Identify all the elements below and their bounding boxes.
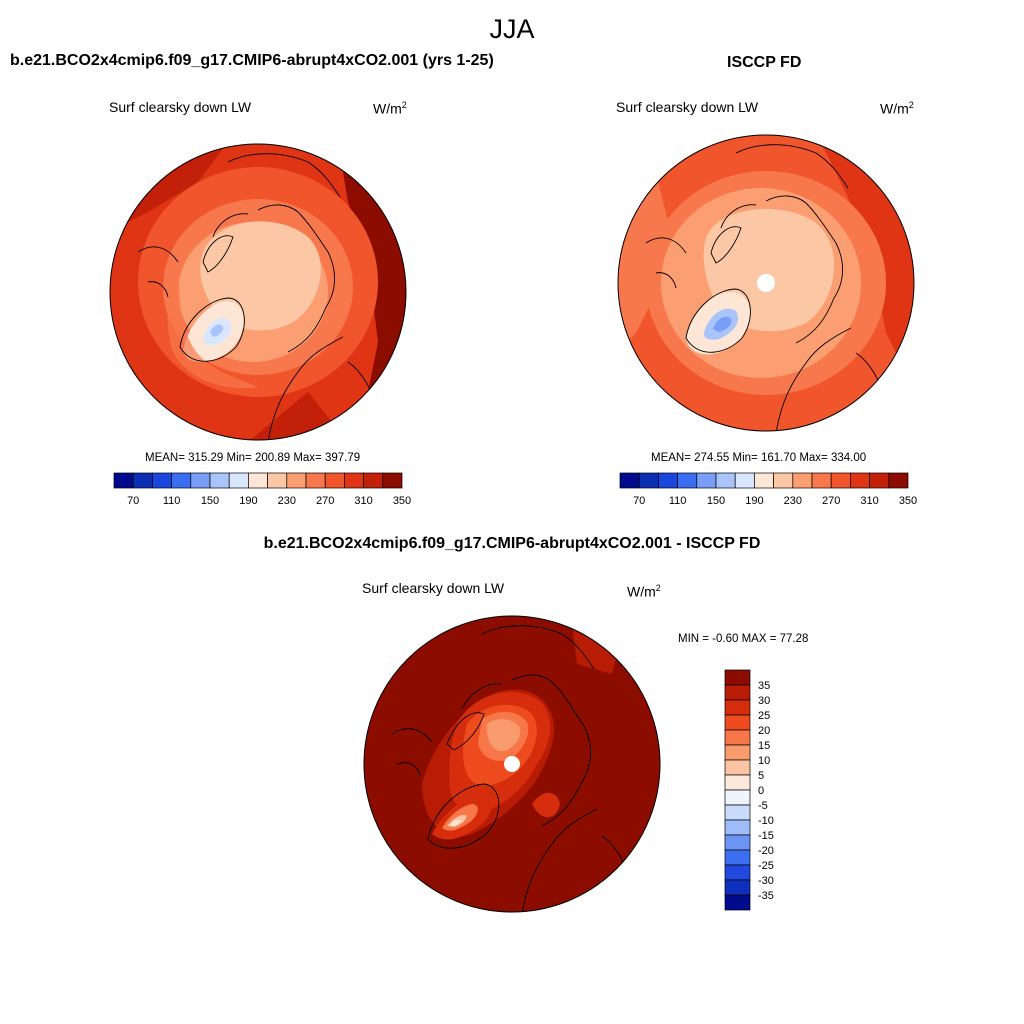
diff-colorbar-tick-label: -30: [758, 875, 774, 887]
model-colorbar-swatch: [363, 472, 384, 489]
figure-title: JJA: [489, 14, 535, 44]
diff-colorbar-swatch: [724, 669, 751, 686]
model-colorbar-swatch: [228, 472, 249, 489]
diff-colorbar-swatch: [724, 834, 751, 851]
diff-colorbar-swatch: [724, 894, 751, 911]
obs-colorbar-swatch: [830, 472, 851, 489]
diff-colorbar-swatch: [724, 729, 751, 746]
diff-colorbar-tick-label: 20: [758, 725, 770, 737]
diff-colorbar-swatch: [724, 804, 751, 821]
model-colorbar-swatch: [248, 472, 268, 489]
obs-panel-title: ISCCP FD: [727, 54, 802, 71]
diff-panel-title: b.e21.BCO2x4cmip6.f09_g17.CMIP6-abrupt4x…: [263, 535, 761, 552]
model-colorbar-tick-label: 70: [127, 495, 139, 507]
diff-stats: MIN = -0.60 MAX = 77.28: [678, 633, 809, 645]
diff-colorbar-swatch: [724, 849, 751, 866]
obs-colorbar-tick-label: 150: [707, 495, 725, 507]
model-colorbar-tick-label: 350: [393, 495, 411, 507]
diff-colorbar-tick-label: -15: [758, 830, 774, 842]
obs-variable-label: Surf clearsky down LW: [616, 99, 759, 115]
diff-colorbar-swatch: [724, 864, 751, 881]
diff-colorbar-tick-label: -25: [758, 860, 774, 872]
obs-colorbar-swatch: [754, 472, 774, 489]
diff-colorbar-tick-label: -20: [758, 845, 774, 857]
obs-colorbar-swatch: [619, 472, 640, 489]
model-colorbar-swatch: [267, 472, 288, 489]
model-units: W/m2: [373, 100, 407, 117]
diff-colorbar-swatch: [724, 879, 751, 896]
model-colorbar-tick-label: 270: [316, 495, 334, 507]
model-colorbar-swatch: [344, 472, 364, 489]
diff-colorbar-tick-label: 0: [758, 785, 764, 797]
diff-colorbar: 35 30 25 20 15 10 5 0 -5 -10 -15 -20 -25 -30 -35: [724, 669, 774, 911]
obs-colorbar-swatch: [638, 472, 659, 489]
model-colorbar-tick-label: 190: [239, 495, 257, 507]
diff-colorbar-swatch: [724, 684, 751, 701]
model-colorbar-tick-label: 230: [278, 495, 296, 507]
model-colorbar-swatch: [152, 472, 172, 489]
model-colorbar: 70 110 150 190 230 270 310 350: [113, 472, 411, 507]
obs-colorbar-tick-label: 190: [745, 495, 763, 507]
model-colorbar-swatch: [382, 472, 403, 489]
diff-colorbar-tick-label: 30: [758, 695, 770, 707]
obs-colorbar-swatch: [792, 472, 813, 489]
diff-colorbar-swatch: [724, 714, 751, 731]
obs-colorbar-swatch: [734, 472, 755, 489]
model-colorbar-swatch: [209, 472, 230, 489]
obs-polar-map: [617, 134, 915, 432]
diff-variable-label: Surf clearsky down LW: [362, 580, 505, 596]
obs-colorbar-swatch: [715, 472, 736, 489]
model-polar-map: [109, 143, 407, 441]
diff-units: W/m2: [627, 583, 661, 600]
diff-colorbar-swatch: [724, 744, 751, 761]
obs-colorbar-tick-label: 310: [860, 495, 878, 507]
obs-colorbar-tick-label: 230: [784, 495, 802, 507]
diff-colorbar-tick-label: -10: [758, 815, 774, 827]
diff-colorbar-tick-label: -35: [758, 890, 774, 902]
obs-colorbar-tick-label: 270: [822, 495, 840, 507]
obs-colorbar-swatch: [677, 472, 698, 489]
diff-colorbar-swatch: [724, 819, 751, 836]
diff-colorbar-swatch: [724, 699, 751, 716]
obs-colorbar-swatch: [850, 472, 870, 489]
obs-units: W/m2: [880, 100, 914, 117]
diff-colorbar-swatch: [724, 774, 751, 791]
diff-colorbar-tick-label: -5: [758, 800, 768, 812]
diff-colorbar-tick-label: 5: [758, 770, 764, 782]
model-colorbar-swatch: [324, 472, 345, 489]
model-panel-title: b.e21.BCO2x4cmip6.f09_g17.CMIP6-abrupt4x…: [10, 52, 494, 69]
obs-colorbar-swatch: [888, 472, 909, 489]
obs-colorbar-swatch: [696, 472, 717, 489]
diff-colorbar-swatch: [724, 759, 751, 776]
model-variable-label: Surf clearsky down LW: [109, 99, 252, 115]
obs-colorbar: 70 110 150 190 230 270 310 350: [619, 472, 917, 507]
model-stats: MEAN= 315.29 Min= 200.89 Max= 397.79: [145, 452, 361, 464]
model-colorbar-swatch: [286, 472, 307, 489]
diff-colorbar-tick-label: 10: [758, 755, 770, 767]
diff-colorbar-tick-label: 15: [758, 740, 770, 752]
model-colorbar-swatch: [305, 472, 326, 489]
diff-colorbar-tick-label: 35: [758, 680, 770, 692]
diff-polar-map: [363, 615, 661, 913]
obs-colorbar-swatch: [869, 472, 890, 489]
obs-colorbar-tick-label: 350: [899, 495, 917, 507]
obs-colorbar-tick-label: 70: [633, 495, 645, 507]
model-colorbar-tick-label: 150: [201, 495, 219, 507]
obs-stats: MEAN= 274.55 Min= 161.70 Max= 334.00: [651, 452, 867, 464]
model-colorbar-swatch: [171, 472, 192, 489]
model-colorbar-tick-label: 310: [354, 495, 372, 507]
diff-colorbar-swatch: [724, 789, 751, 806]
diff-colorbar-tick-label: 25: [758, 710, 770, 722]
model-colorbar-swatch: [132, 472, 153, 489]
obs-colorbar-swatch: [658, 472, 678, 489]
model-colorbar-tick-label: 110: [163, 495, 181, 507]
obs-colorbar-tick-label: 110: [669, 495, 687, 507]
obs-colorbar-swatch: [811, 472, 832, 489]
obs-colorbar-swatch: [773, 472, 794, 489]
model-colorbar-swatch: [190, 472, 211, 489]
model-colorbar-swatch: [113, 472, 134, 489]
